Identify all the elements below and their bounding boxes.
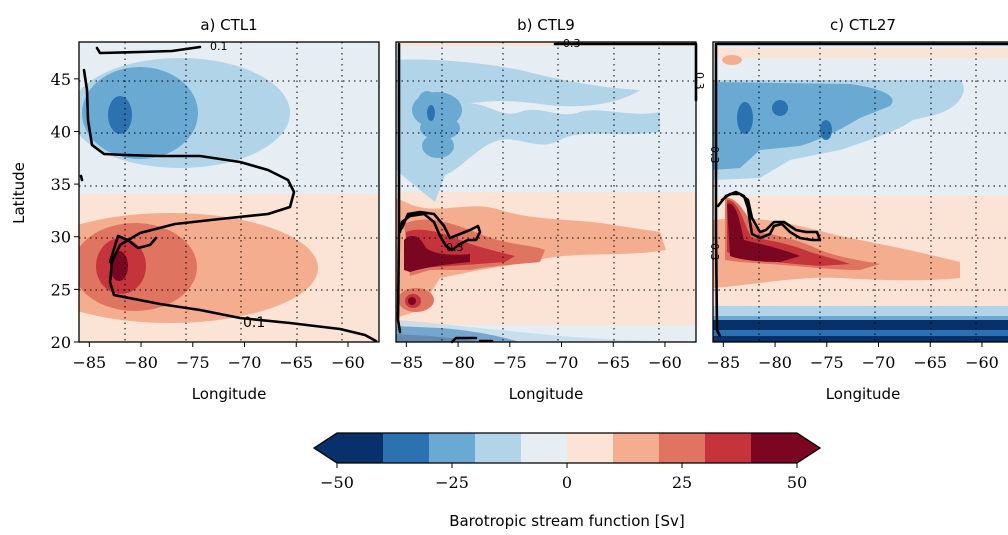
xtick-label: −65 <box>913 353 947 372</box>
ytick-label: 25 <box>51 280 71 299</box>
panel-ctl1-xlabel: Longitude <box>192 385 267 403</box>
xtick-label: −85 <box>389 353 423 372</box>
ytick-label: 45 <box>51 70 71 89</box>
ytick-label: 30 <box>51 228 71 247</box>
colorbar-ticks: −50 −25 0 25 50 <box>320 463 807 492</box>
xtick-label: −80 <box>124 353 158 372</box>
panel-ctl27-grid <box>713 42 1008 342</box>
panel-ctl9-grid <box>396 42 696 342</box>
contour-label-c2: 0.3 <box>708 243 721 261</box>
colorbar-cell <box>383 433 430 463</box>
xtick-label: −80 <box>758 353 792 372</box>
panel-ctl9-field <box>396 42 696 342</box>
xtick-label: −70 <box>545 353 579 372</box>
ytick-label: 20 <box>51 333 71 352</box>
xtick-label: −65 <box>279 353 313 372</box>
xtick-label: −85 <box>72 353 106 372</box>
xtick-label: −70 <box>228 353 262 372</box>
colorbar-cell <box>429 433 476 463</box>
contour-label-a2: 0.1 <box>243 315 265 331</box>
panel-ctl27-xlabel: Longitude <box>826 385 901 403</box>
panel-ctl1-ylabel: Latitude <box>10 162 28 224</box>
xtick-label: −75 <box>493 353 527 372</box>
panel-ctl1: 0.1 0.1 a) CTL1 −85 −80 −75 −70 −65 −60 20 25 3… <box>10 16 380 403</box>
ytick-label: 35 <box>51 175 71 194</box>
panel-ctl27-field <box>713 42 1008 342</box>
panel-ctl9-xlabel: Longitude <box>509 385 584 403</box>
colorbar-tick-label: 0 <box>562 473 572 492</box>
colorbar-tick-label: −25 <box>435 473 469 492</box>
colorbar-extend-high <box>797 433 820 463</box>
panel-ctl1-frame <box>78 41 380 343</box>
colorbar-cell <box>613 433 660 463</box>
colorbar-cell <box>659 433 706 463</box>
panel-ctl27-xticks: −85 −80 −75 −70 −65 −60 <box>706 342 999 372</box>
panel-ctl1-field <box>79 42 379 342</box>
xtick-label: −75 <box>810 353 844 372</box>
xtick-label: −60 <box>648 353 682 372</box>
colorbar-cell <box>567 433 614 463</box>
xtick-label: −85 <box>706 353 740 372</box>
panel-ctl9-frame <box>395 41 697 343</box>
colorbar-cell <box>705 433 752 463</box>
contour-label-b2: 0.3 <box>693 72 706 90</box>
panel-ctl1-grid <box>79 42 379 342</box>
contour-label-a1: 0.1 <box>210 40 228 53</box>
contour-label-b3: 0.3 <box>446 241 464 254</box>
xtick-label: −60 <box>331 353 365 372</box>
colorbar-extend-low <box>314 433 337 463</box>
panel-ctl9: 0.3 0.3 0.3 b) CTL9 −85 −80 −75 −70 −65 −60 L… <box>389 16 706 403</box>
xtick-label: −60 <box>965 353 999 372</box>
xtick-label: −80 <box>441 353 475 372</box>
colorbar-cell <box>475 433 522 463</box>
panel-ctl1-xticks: −85 −80 −75 −70 −65 −60 <box>72 342 365 372</box>
panel-ctl9-xticks: −85 −80 −75 −70 −65 −60 <box>389 342 682 372</box>
colorbar-cell <box>337 433 384 463</box>
colorbar-cell <box>521 433 568 463</box>
colorbar: −50 −25 0 25 50 Barotropic stream function [… <box>312 432 822 530</box>
xtick-label: −75 <box>176 353 210 372</box>
colorbar-tick-label: −50 <box>320 473 354 492</box>
panel-ctl27: 0.3 0.3 c) CTL27 −85 −80 −75 −70 −65 −60 Long… <box>706 16 1008 403</box>
xtick-label: −65 <box>596 353 630 372</box>
panel-ctl1-title: a) CTL1 <box>200 16 257 34</box>
colorbar-tick-label: 25 <box>672 473 692 492</box>
colorbar-cells <box>337 433 798 463</box>
panel-ctl27-title: c) CTL27 <box>830 16 896 34</box>
panel-ctl1-contour <box>79 45 378 343</box>
panel-ctl1-yticks: 20 25 30 35 40 45 <box>51 70 79 352</box>
contour-label-c1: 0.3 <box>708 146 721 164</box>
ytick-label: 40 <box>51 122 71 141</box>
contour-label-b1: 0.3 <box>563 37 581 50</box>
panel-ctl9-title: b) CTL9 <box>517 16 575 34</box>
panel-ctl27-contour <box>714 42 1008 338</box>
panel-ctl27-frame <box>712 41 1008 343</box>
xtick-label: −70 <box>862 353 896 372</box>
colorbar-tick-label: 50 <box>787 473 807 492</box>
colorbar-cell <box>751 433 798 463</box>
colorbar-label: Barotropic stream function [Sv] <box>449 512 685 530</box>
